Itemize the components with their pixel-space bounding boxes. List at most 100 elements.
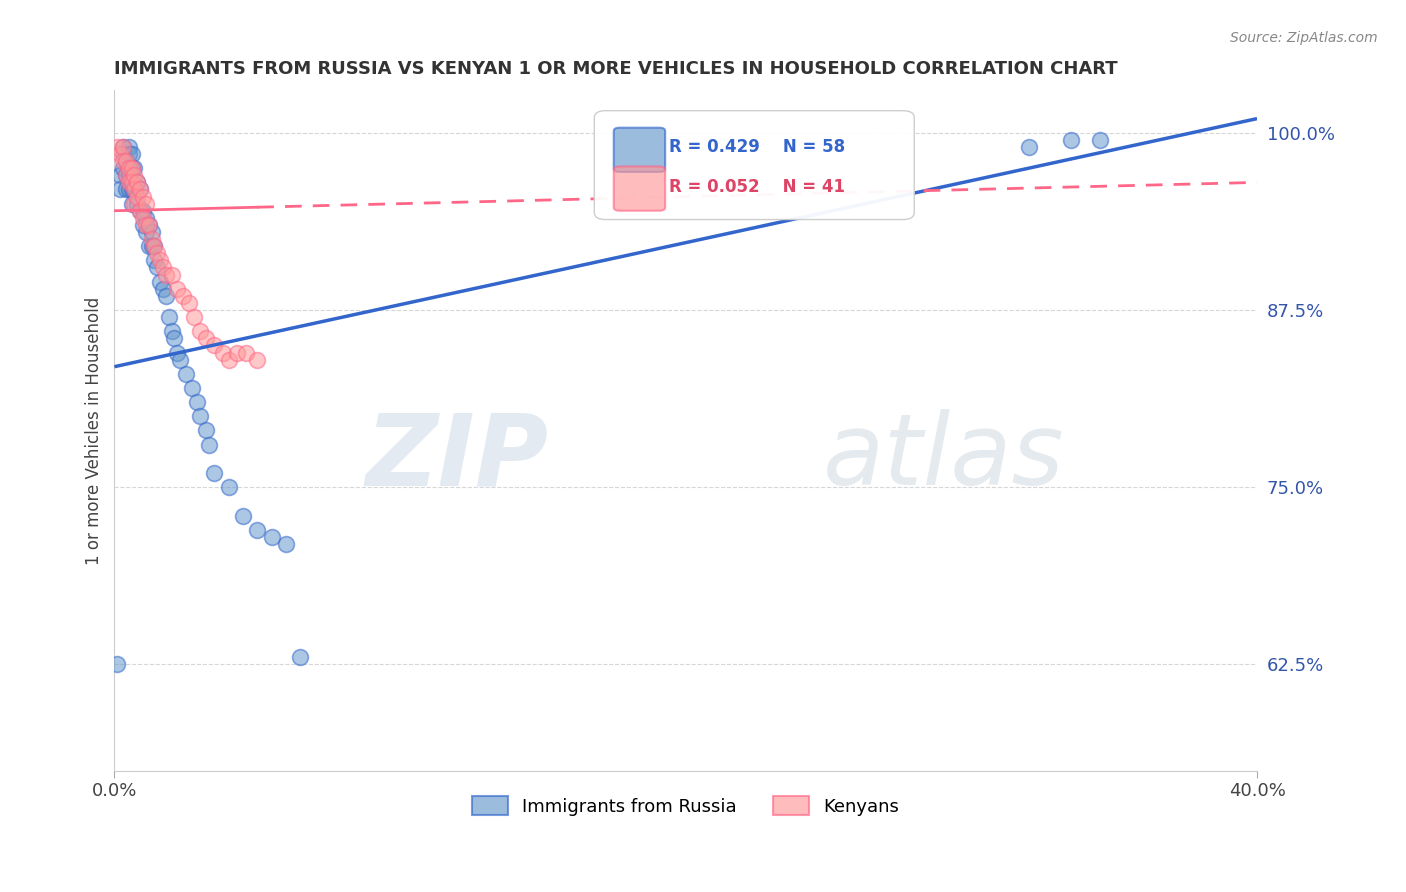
Y-axis label: 1 or more Vehicles in Household: 1 or more Vehicles in Household bbox=[86, 296, 103, 565]
Point bbox=[235, 345, 257, 359]
Point bbox=[115, 169, 138, 183]
Point bbox=[188, 324, 211, 338]
Point bbox=[141, 239, 163, 253]
Legend: Immigrants from Russia, Kenyans: Immigrants from Russia, Kenyans bbox=[464, 789, 907, 823]
Point bbox=[146, 260, 169, 275]
Point bbox=[124, 182, 146, 196]
Point bbox=[188, 409, 211, 424]
Point bbox=[115, 182, 138, 196]
Point bbox=[149, 275, 172, 289]
Text: Source: ZipAtlas.com: Source: ZipAtlas.com bbox=[1230, 31, 1378, 45]
Point bbox=[186, 395, 208, 409]
Point bbox=[138, 218, 160, 232]
Text: R = 0.429    N = 58: R = 0.429 N = 58 bbox=[669, 138, 845, 156]
Point bbox=[288, 650, 311, 665]
Point bbox=[115, 169, 138, 183]
Point bbox=[135, 218, 157, 232]
Point bbox=[180, 381, 202, 395]
Point bbox=[172, 289, 194, 303]
Point bbox=[108, 182, 131, 196]
Point bbox=[146, 246, 169, 260]
Point bbox=[105, 657, 128, 672]
Point bbox=[121, 147, 143, 161]
Point bbox=[152, 282, 174, 296]
Point bbox=[169, 352, 191, 367]
Point bbox=[118, 140, 141, 154]
Point bbox=[202, 466, 225, 480]
Point bbox=[121, 196, 143, 211]
Point bbox=[129, 203, 152, 218]
Point bbox=[143, 239, 166, 253]
Point bbox=[155, 289, 177, 303]
Point bbox=[1060, 133, 1083, 147]
Point bbox=[138, 218, 160, 232]
Point bbox=[111, 140, 134, 154]
Point bbox=[118, 175, 141, 189]
Point bbox=[246, 352, 269, 367]
Point bbox=[115, 154, 138, 169]
Point bbox=[202, 338, 225, 352]
Point bbox=[124, 182, 146, 196]
Point bbox=[138, 239, 160, 253]
Point bbox=[115, 154, 138, 169]
Point bbox=[274, 537, 297, 551]
Point bbox=[111, 154, 134, 169]
Point bbox=[121, 175, 143, 189]
Point bbox=[135, 196, 157, 211]
Text: atlas: atlas bbox=[823, 409, 1064, 506]
Point bbox=[118, 161, 141, 176]
Point bbox=[111, 161, 134, 176]
FancyBboxPatch shape bbox=[614, 167, 665, 211]
Point bbox=[132, 218, 155, 232]
Point bbox=[226, 345, 249, 359]
Point bbox=[118, 182, 141, 196]
Point bbox=[1088, 133, 1111, 147]
Point bbox=[183, 310, 205, 324]
Point bbox=[218, 352, 240, 367]
FancyBboxPatch shape bbox=[614, 128, 665, 172]
Point bbox=[124, 161, 146, 176]
Point bbox=[129, 203, 152, 218]
Point bbox=[141, 232, 163, 246]
Point bbox=[260, 530, 283, 544]
Point bbox=[132, 189, 155, 203]
Point bbox=[135, 211, 157, 225]
Point bbox=[129, 182, 152, 196]
Point bbox=[246, 523, 269, 537]
Text: IMMIGRANTS FROM RUSSIA VS KENYAN 1 OR MORE VEHICLES IN HOUSEHOLD CORRELATION CHA: IMMIGRANTS FROM RUSSIA VS KENYAN 1 OR MO… bbox=[114, 60, 1118, 78]
Point bbox=[105, 140, 128, 154]
Point bbox=[121, 161, 143, 176]
Point bbox=[174, 367, 197, 381]
Point bbox=[197, 437, 219, 451]
Point bbox=[121, 182, 143, 196]
Point bbox=[132, 203, 155, 218]
Point bbox=[132, 211, 155, 225]
Point bbox=[127, 196, 149, 211]
Point bbox=[218, 480, 240, 494]
Point bbox=[127, 175, 149, 189]
Point bbox=[1018, 140, 1040, 154]
Point bbox=[108, 169, 131, 183]
Point bbox=[127, 189, 149, 203]
Point bbox=[108, 147, 131, 161]
Point bbox=[232, 508, 254, 523]
Point bbox=[118, 147, 141, 161]
Point bbox=[121, 161, 143, 176]
Point bbox=[177, 296, 200, 310]
Point bbox=[160, 324, 183, 338]
Point bbox=[127, 175, 149, 189]
Point bbox=[135, 225, 157, 239]
Point bbox=[157, 310, 180, 324]
Point bbox=[212, 345, 235, 359]
Point bbox=[118, 169, 141, 183]
Point bbox=[143, 239, 166, 253]
Point bbox=[160, 268, 183, 282]
Point bbox=[111, 147, 134, 161]
Point bbox=[194, 331, 217, 345]
Point bbox=[166, 345, 188, 359]
Point bbox=[149, 253, 172, 268]
Point bbox=[111, 140, 134, 154]
Point bbox=[194, 424, 217, 438]
Point bbox=[155, 268, 177, 282]
Point bbox=[166, 282, 188, 296]
